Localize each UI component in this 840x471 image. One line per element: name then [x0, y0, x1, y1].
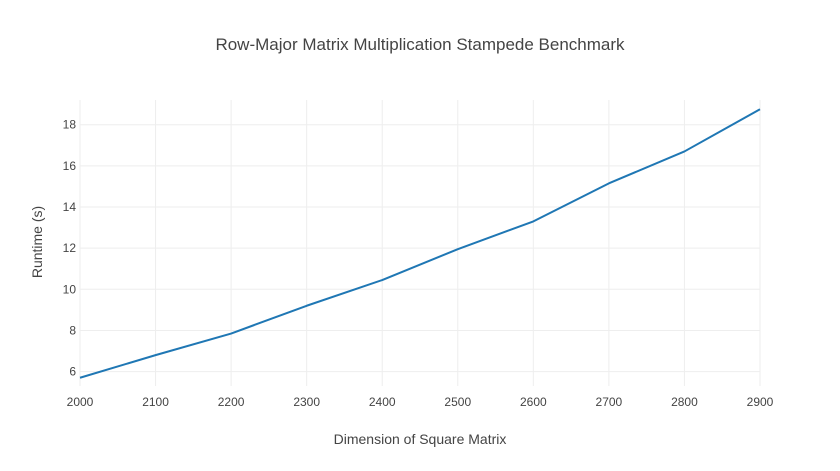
tick-layer: 2000 2100 2200 2300 2400 2500 2600 2700 2800 2900…: [63, 118, 774, 409]
x-tick-label: 2000: [67, 395, 94, 409]
x-tick-label: 2100: [142, 395, 169, 409]
x-tick-label: 2700: [596, 395, 623, 409]
series-layer: [79, 108, 761, 379]
x-tick-label: 2900: [747, 395, 774, 409]
x-tick-label: 2600: [520, 395, 547, 409]
y-tick-label: 14: [63, 200, 77, 214]
y-tick-label: 8: [69, 323, 76, 337]
x-tick-label: 2500: [444, 395, 471, 409]
x-tick-label: 2300: [293, 395, 320, 409]
x-tick-label: 2400: [369, 395, 396, 409]
chart-title: Row-Major Matrix Multiplication Stampede…: [215, 35, 625, 54]
grid-layer: [79, 100, 761, 386]
series-line: [79, 108, 761, 379]
y-tick-label: 18: [63, 118, 77, 132]
x-tick-label: 2800: [671, 395, 698, 409]
x-axis-title: Dimension of Square Matrix: [334, 431, 507, 447]
y-tick-label: 16: [63, 159, 77, 173]
y-tick-label: 6: [69, 365, 76, 379]
x-tick-label: 2200: [218, 395, 245, 409]
y-tick-label: 12: [63, 241, 77, 255]
y-tick-label: 10: [63, 282, 77, 296]
y-axis-title: Runtime (s): [29, 206, 45, 278]
